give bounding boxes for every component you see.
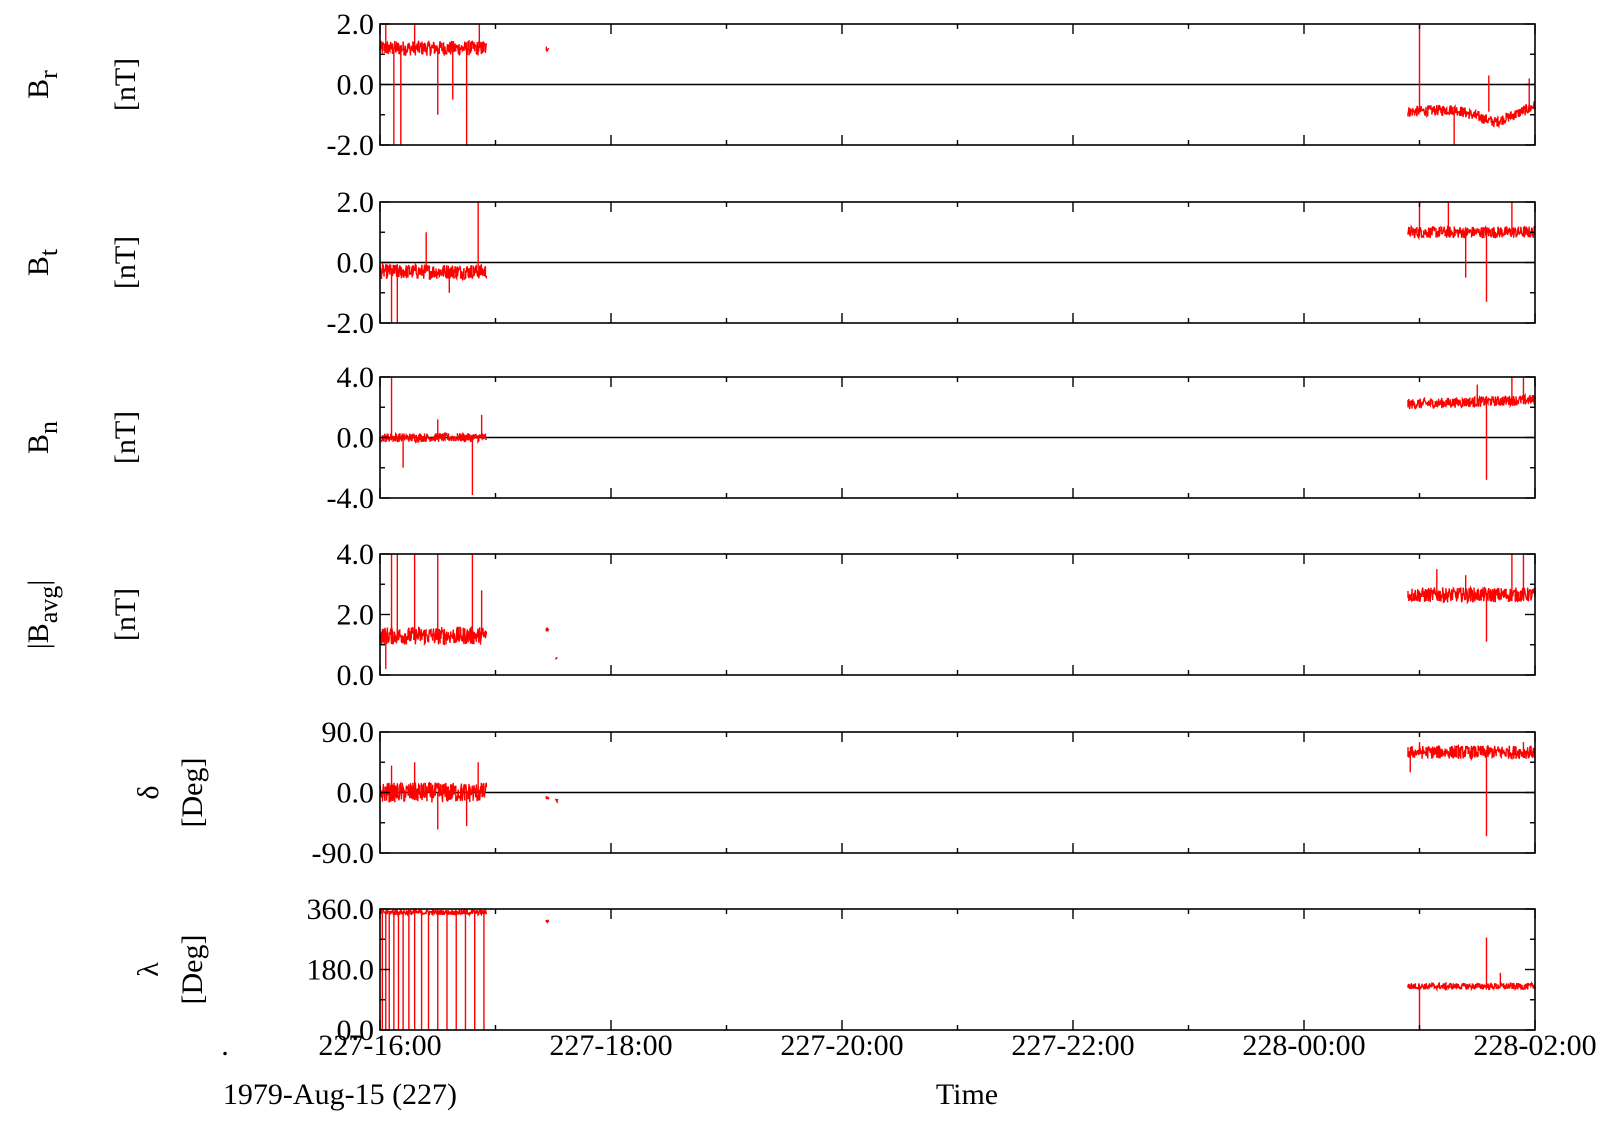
panel-br-ytick-label: 0.0 xyxy=(337,69,375,102)
panel-bn: -4.0 0.0 4.0 Bn [nT] xyxy=(22,361,1536,515)
panel-bavg-ylabel: |Bavg| xyxy=(22,580,63,650)
panel-delta-ytick-label: 0.0 xyxy=(337,777,375,810)
panel-bt-ytick-label: 2.0 xyxy=(337,186,375,219)
panel-delta-ytick-label: 90.0 xyxy=(322,716,375,749)
panel-lambda-trace-2 xyxy=(1407,980,1536,993)
panel-bn-trace-1 xyxy=(1407,392,1536,410)
panel-bt-ytick-label: -2.0 xyxy=(327,307,375,340)
panel-bn-unit: [nT] xyxy=(109,411,142,464)
x-axis-layer: . 1979-Aug-15 (227) Time 227-16:00 227-18… xyxy=(221,1029,1596,1111)
panel-bn-ytick-label: 4.0 xyxy=(337,361,375,394)
panel-bavg-ytick-label: 0.0 xyxy=(337,659,375,692)
panel-bavg-ytick-label: 4.0 xyxy=(337,538,375,571)
x-axis-date-label: 1979-Aug-15 (227) xyxy=(223,1078,457,1111)
panel-lambda-trace-0 xyxy=(379,907,487,917)
panel-bt-ytick-label: 0.0 xyxy=(337,247,375,280)
panel-br-trace-2 xyxy=(1407,101,1536,129)
panel-bn-ylabel-symbol: B xyxy=(22,434,55,454)
panel-br-ylabel: Br xyxy=(22,70,63,99)
panels-layer: -2.0 0.0 2.0 Br [nT] -2.0 0.0 2.0 Bt [nT] -4.0 0.0 4… xyxy=(22,8,1536,1047)
panel-bt-ylabel: Bt xyxy=(22,248,63,276)
panel-bavg: 0.0 2.0 4.0 |Bavg| [nT] xyxy=(22,538,1536,692)
panel-bn-ytick-label: -4.0 xyxy=(327,482,375,515)
panel-lambda-ytick-label: 0.0 xyxy=(337,1014,375,1047)
panel-delta-ylabel: δ xyxy=(132,785,165,799)
panel-bt-ylabel-subscript: t xyxy=(34,248,63,256)
panel-bavg-trace-2 xyxy=(554,656,558,660)
x-axis-title: Time xyxy=(936,1078,998,1111)
panel-bn-ylabel: Bn xyxy=(22,421,63,454)
panel-lambda-unit: [Deg] xyxy=(176,935,209,1005)
panel-lambda-ytick-label: 360.0 xyxy=(307,893,375,926)
panel-br: -2.0 0.0 2.0 Br [nT] xyxy=(22,8,1536,162)
x-tick-label: 227-16:00 xyxy=(318,1029,441,1062)
panel-bt-trace-1 xyxy=(1407,224,1536,241)
panel-bt-trace-0 xyxy=(379,261,487,282)
panel-bavg-ylabel-subscript: avg xyxy=(34,586,63,624)
panel-bavg-ylabel-suffix: | xyxy=(22,580,55,586)
panel-bt-unit: [nT] xyxy=(109,236,142,289)
x-tick-label: 227-18:00 xyxy=(549,1029,672,1062)
panel-lambda-frame xyxy=(379,908,1536,1031)
panel-bavg-ytick-label: 2.0 xyxy=(337,599,375,632)
panel-br-ytick-label: 2.0 xyxy=(337,8,375,41)
x-tick-label: 227-20:00 xyxy=(780,1029,903,1062)
panel-br-trace-1 xyxy=(545,46,550,53)
panel-bavg-frame xyxy=(379,553,1536,676)
panel-delta-unit: [Deg] xyxy=(176,758,209,828)
panel-bavg-unit: [nT] xyxy=(109,588,142,641)
panel-bn-trace-0 xyxy=(379,431,487,445)
panel-bn-ylabel-subscript: n xyxy=(34,421,63,434)
panel-bt: -2.0 0.0 2.0 Bt [nT] xyxy=(22,186,1536,340)
panel-delta-ylabel-symbol: δ xyxy=(132,785,165,799)
panel-lambda: 0.0 180.0 360.0 λ [Deg] xyxy=(132,893,1536,1047)
panel-bavg-ylabel-symbol: |B xyxy=(22,623,55,649)
panel-delta-trace-1 xyxy=(545,795,550,800)
x-tick-label: 228-00:00 xyxy=(1242,1029,1365,1062)
panel-lambda-ylabel: λ xyxy=(132,962,165,977)
panel-lambda-ylabel-symbol: λ xyxy=(132,962,165,977)
panel-bavg-trace-3 xyxy=(1407,585,1536,605)
panel-bt-ylabel-symbol: B xyxy=(22,256,55,276)
panel-bn-ytick-label: 0.0 xyxy=(337,422,375,455)
panel-lambda-ytick-label: 180.0 xyxy=(307,954,375,987)
panel-delta-trace-0 xyxy=(379,780,487,803)
panel-bavg-trace-1 xyxy=(545,627,550,632)
panel-delta-trace-2 xyxy=(554,798,559,804)
panel-bavg-trace-0 xyxy=(379,626,487,646)
panel-delta-trace-3 xyxy=(1407,743,1536,762)
panel-br-trace-0 xyxy=(379,39,487,56)
panel-delta: -90.0 0.0 90.0 δ [Deg] xyxy=(132,716,1536,870)
x-tick-label: 227-22:00 xyxy=(1011,1029,1134,1062)
panel-br-ylabel-subscript: r xyxy=(34,70,63,79)
panel-br-ylabel-symbol: B xyxy=(22,79,55,99)
x-tick-label: 228-02:00 xyxy=(1473,1029,1596,1062)
panel-delta-ytick-label: -90.0 xyxy=(312,837,375,870)
x-axis-dot: . xyxy=(221,1029,229,1062)
panel-lambda-trace-1 xyxy=(545,919,550,925)
panel-br-ytick-label: -2.0 xyxy=(327,129,375,162)
panel-br-unit: [nT] xyxy=(109,58,142,111)
